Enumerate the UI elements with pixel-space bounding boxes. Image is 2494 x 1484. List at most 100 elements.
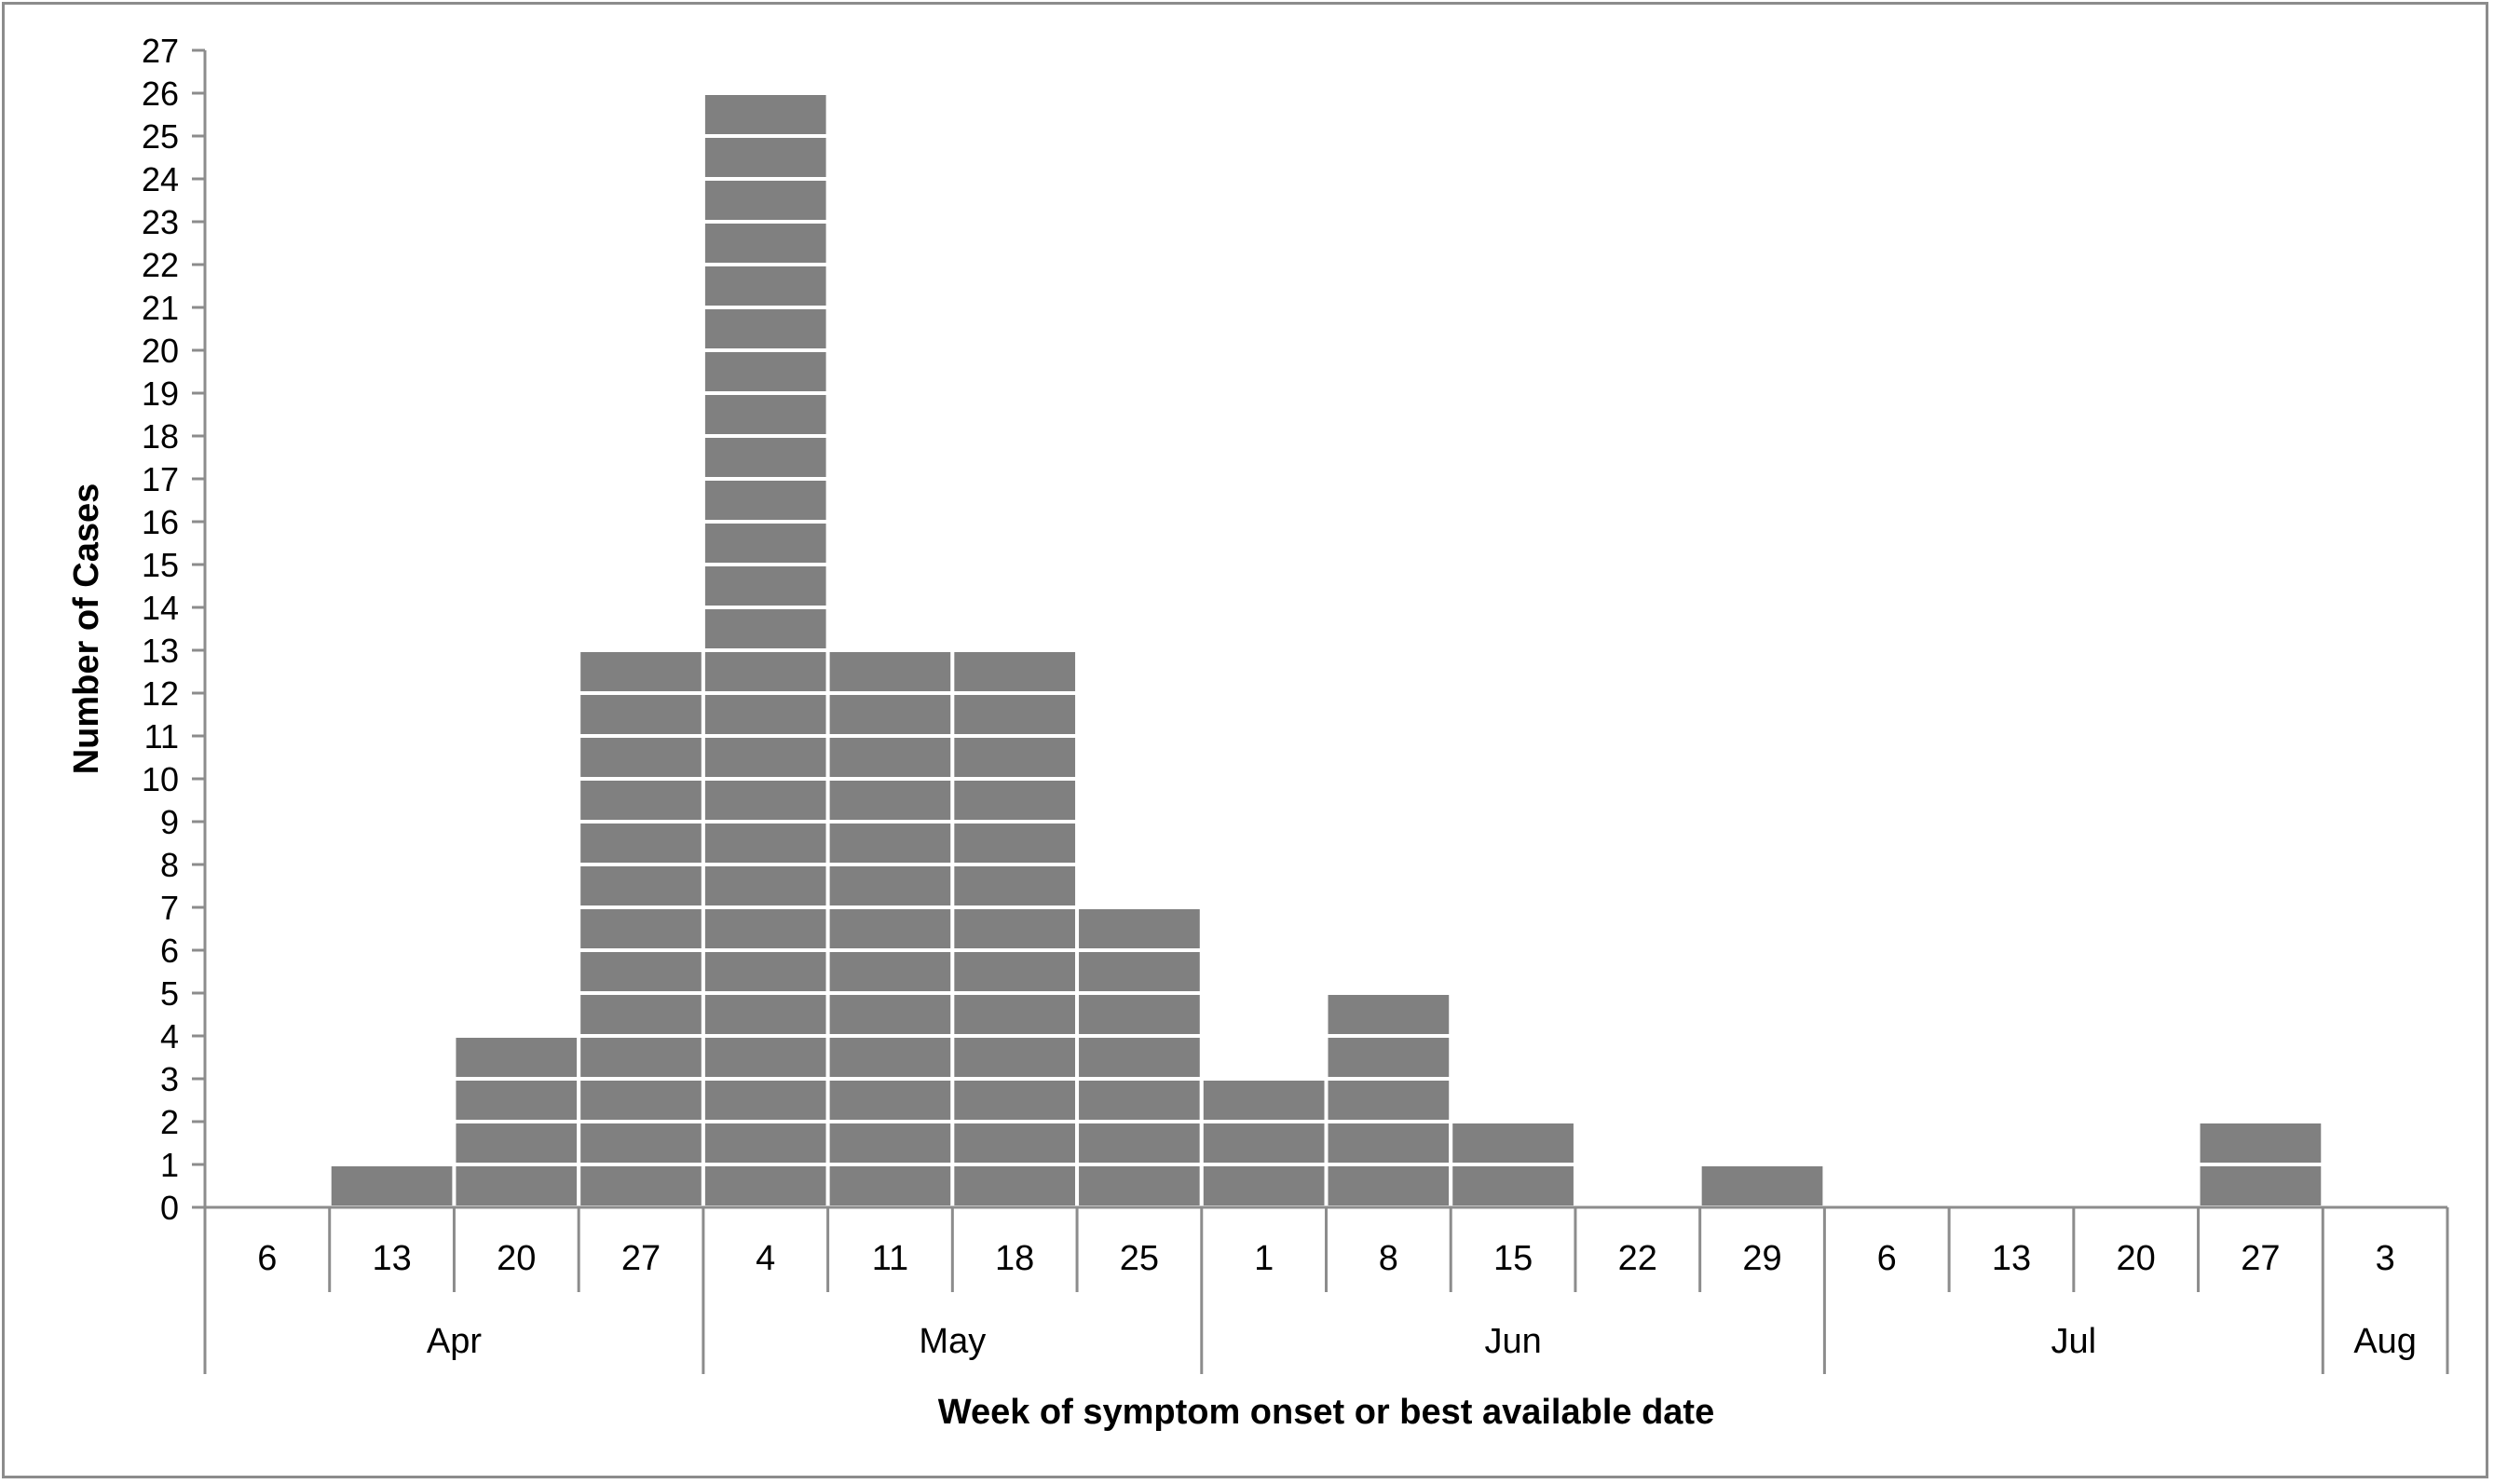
y-tick-label: 21: [142, 289, 179, 327]
case-box: [1075, 1163, 1204, 1209]
y-tick-labels: 0123456789101112131415161718192021222324…: [142, 32, 179, 1227]
case-box: [327, 1163, 457, 1209]
x-tick-label: 13: [372, 1239, 411, 1278]
case-box: [950, 948, 1080, 995]
case-box: [577, 1077, 705, 1123]
y-tick-label: 26: [142, 75, 179, 113]
y-tick-label: 0: [160, 1189, 179, 1227]
case-box: [701, 220, 830, 266]
case-box: [577, 691, 705, 738]
x-tick-label: 4: [756, 1239, 775, 1278]
case-box: [701, 520, 830, 566]
case-box: [701, 777, 830, 824]
case-box: [950, 1034, 1080, 1081]
case-box: [701, 1034, 830, 1081]
case-box: [825, 1034, 955, 1081]
case-box: [701, 134, 830, 181]
y-tick-label: 27: [142, 32, 179, 70]
month-label: Jun: [1484, 1322, 1541, 1361]
y-tick-label: 14: [142, 589, 179, 627]
case-box: [577, 777, 705, 824]
case-box: [1324, 1120, 1453, 1166]
case-box: [701, 391, 830, 438]
case-box: [2196, 1163, 2325, 1209]
case-box: [1075, 905, 1204, 952]
case-box: [1324, 1034, 1453, 1081]
case-box: [1199, 1120, 1329, 1166]
x-tick-label: 18: [995, 1239, 1034, 1278]
x-tick-label: 13: [1992, 1239, 2031, 1278]
y-tick-label: 22: [142, 246, 179, 284]
case-box: [701, 820, 830, 866]
y-tick-label: 9: [160, 803, 179, 841]
x-tick-label: 3: [2376, 1239, 2395, 1278]
case-box: [950, 905, 1080, 952]
case-box: [825, 648, 955, 695]
y-tick-label: 13: [142, 632, 179, 670]
case-box: [1075, 948, 1204, 995]
case-box: [701, 863, 830, 909]
case-box: [825, 905, 955, 952]
case-box: [577, 1120, 705, 1166]
case-box: [1075, 991, 1204, 1038]
case-box: [825, 691, 955, 738]
case-box: [1324, 991, 1453, 1038]
x-tick-label: 1: [1254, 1239, 1274, 1278]
y-tick-label: 3: [160, 1060, 179, 1098]
case-box: [701, 1163, 830, 1209]
y-tick-label: 25: [142, 117, 179, 156]
case-box: [950, 777, 1080, 824]
case-box: [1449, 1120, 1577, 1166]
case-box: [825, 1120, 955, 1166]
case-box: [1075, 1077, 1204, 1123]
y-tick-label: 20: [142, 332, 179, 370]
x-tick-label: 27: [621, 1239, 661, 1278]
case-box: [825, 777, 955, 824]
y-tick-label: 7: [160, 889, 179, 927]
month-label: Aug: [2353, 1322, 2417, 1361]
month-label: May: [919, 1322, 986, 1361]
case-box: [701, 1120, 830, 1166]
case-box: [577, 948, 705, 995]
axes-layer: [192, 48, 2449, 1374]
case-box: [701, 1077, 830, 1123]
epi-curve-chart: 0123456789101112131415161718192021222324…: [67, 32, 2449, 1432]
x-tick-label: 6: [1877, 1239, 1897, 1278]
case-box: [950, 1077, 1080, 1123]
case-box: [452, 1077, 581, 1123]
case-box: [825, 863, 955, 909]
x-tick-label: 27: [2241, 1239, 2280, 1278]
x-tick-label: 25: [1120, 1239, 1159, 1278]
x-tick-label: 29: [1742, 1239, 1781, 1278]
y-tick-label: 19: [142, 374, 179, 413]
case-box: [701, 434, 830, 481]
case-box: [701, 905, 830, 952]
case-box: [701, 477, 830, 524]
y-tick-label: 17: [142, 460, 179, 498]
case-box: [577, 905, 705, 952]
x-tick-labels: 6 13 20 27 4 11 18 25 1 8 15 22 29 6 13 20 27 3: [257, 1239, 2394, 1278]
case-box: [577, 734, 705, 781]
y-tick-label: 24: [142, 160, 179, 198]
case-box: [701, 648, 830, 695]
x-tick-label: 20: [497, 1239, 536, 1278]
x-tick-label: 6: [257, 1239, 277, 1278]
y-axis-title: Number of Cases: [67, 483, 106, 775]
y-tick-label: 12: [142, 674, 179, 713]
case-box: [701, 734, 830, 781]
case-box: [1697, 1163, 1827, 1209]
y-tick-label: 4: [160, 1017, 179, 1055]
case-box: [950, 820, 1080, 866]
case-box: [577, 863, 705, 909]
case-box: [701, 306, 830, 352]
case-box: [825, 948, 955, 995]
case-box: [701, 563, 830, 609]
case-box: [2196, 1120, 2325, 1166]
y-tick-label: 10: [142, 760, 179, 798]
x-tick-label: 20: [2117, 1239, 2156, 1278]
month-labels: Apr May Jun Jul Aug: [427, 1322, 2417, 1361]
y-tick-label: 11: [144, 717, 179, 756]
case-box: [1199, 1077, 1329, 1123]
case-box: [701, 606, 830, 652]
x-tick-label: 11: [872, 1239, 908, 1278]
